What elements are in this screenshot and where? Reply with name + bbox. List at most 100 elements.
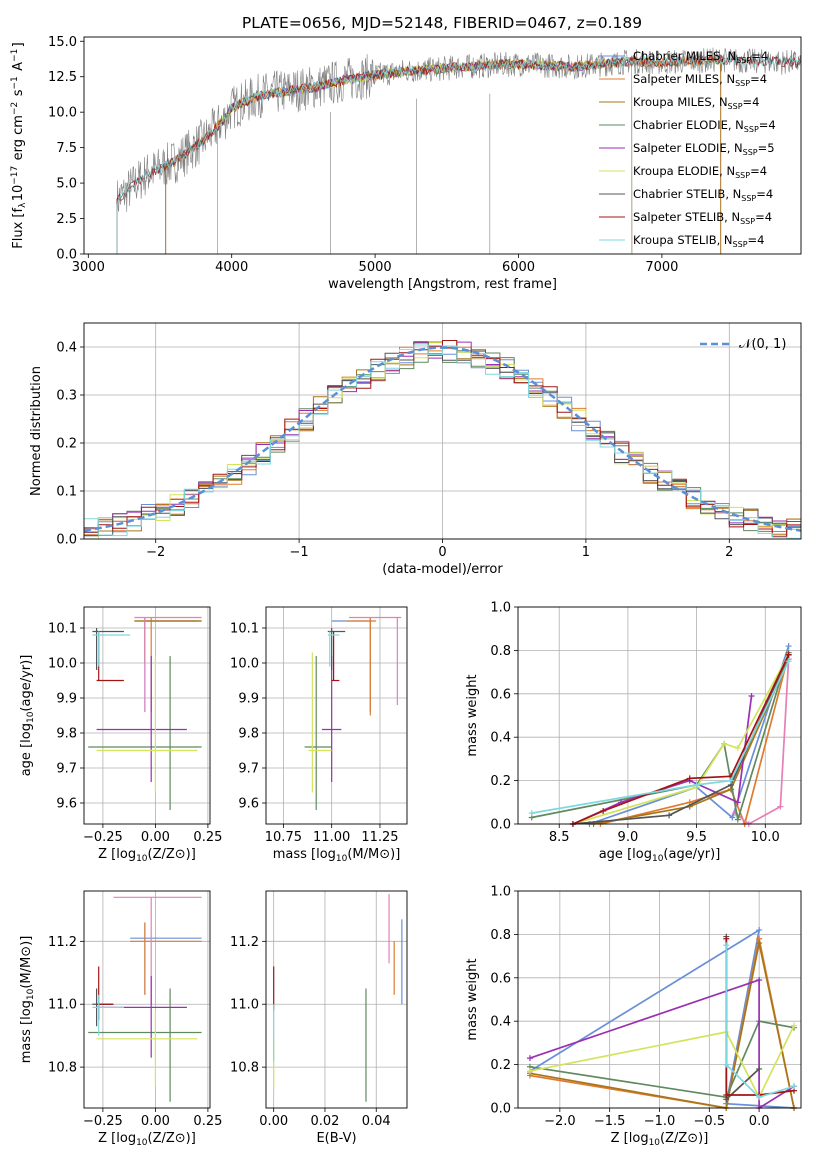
spectrum-ylabel-part: A [11, 62, 26, 75]
spectrum-ytick-label: 5.0 [56, 177, 77, 192]
weight-vs-Z-ytick-label: 0.2 [490, 1058, 511, 1073]
legend-subscript: SSP [736, 56, 751, 65]
weight-vs-age-point-marker [693, 781, 700, 788]
weight-vs-age-panel: 8.5 9.0 9.5 10.0 0.0 0.2 0.4 0.6 0.8 1.0 mass weig… [465, 601, 802, 864]
legend-nssp: =4 [743, 95, 760, 109]
age-vs-mass-ytick-label: 9.8 [238, 727, 259, 742]
age-vs-mass-ytick-label: 9.7 [238, 762, 259, 777]
label-part: mass [log [19, 1000, 34, 1063]
residuals-xtick-label: −1 [290, 545, 309, 560]
age-vs-mass-frame [265, 606, 408, 825]
weight-vs-Z-point-marker [756, 1094, 763, 1101]
age-vs-Z-ylabel: age [log10(age/yr)] [19, 655, 36, 777]
weight-vs-Z-ytick-label: 1.0 [490, 885, 511, 900]
age-vs-mass-xlabel: mass [log10(M/M⊙)] [273, 847, 401, 864]
weight-vs-age-point-marker [528, 810, 535, 817]
legend-subscript: SSP [735, 171, 750, 180]
weight-vs-age-point-marker [666, 812, 673, 819]
spectrum-model-line [116, 54, 801, 254]
age-vs-mass-ytick-label: 10.0 [230, 657, 259, 672]
legend-subscript: SSP [728, 102, 743, 111]
weight-vs-Z-series-line [529, 942, 795, 1109]
spectrum-ylabel-part: λ [18, 202, 28, 208]
weight-vs-age-point-marker [777, 803, 784, 810]
spectrum-ylabel-part: −2 [10, 102, 20, 115]
spectrum-xtick-label: 3000 [72, 260, 105, 275]
legend-label: Chabrier STELIB, NSSP=4 [633, 187, 773, 203]
spectrum-ylabel-part: Flux [f [11, 208, 26, 249]
weight-vs-Z-series-line [529, 978, 795, 1110]
weight-vs-Z-xtick-label: −0.5 [694, 1114, 726, 1129]
spectrum-xlabel: wavelength [Angstrom, rest frame] [328, 277, 557, 292]
age-vs-mass-xtick-label: 11.25 [361, 830, 398, 845]
residual-histogram [84, 350, 801, 536]
age-vs-Z-ytick-label: 9.8 [56, 727, 77, 742]
age-vs-mass-ytick-label: 9.9 [238, 692, 259, 707]
weight-vs-Z-panel: −2.0 −1.5 −1.0 −0.5 0.0 0.0 0.2 0.4 0.6 0.8 1.0 mas… [465, 885, 802, 1148]
weight-vs-age-frame [517, 606, 802, 825]
weight-vs-Z-point-marker [526, 1068, 533, 1075]
legend-nssp: =5 [758, 141, 775, 155]
label-part: (age/yr)] [663, 847, 720, 862]
mass-vs-EBV-panel: 0.00 0.02 0.04 10.8 11.0 11.2 E(B-V) [230, 890, 408, 1146]
weight-vs-Z-xtick-label: 0.0 [749, 1114, 770, 1129]
weight-vs-age-series-line [572, 654, 790, 825]
residuals-xtick-label: 2 [725, 545, 733, 560]
weight-vs-Z-series-line [529, 1020, 795, 1099]
weight-vs-age-point-marker [600, 807, 607, 814]
weight-vs-age-ylabel: mass weight [465, 674, 480, 756]
legend-subscript: SSP [741, 194, 756, 203]
spectrum-frame [83, 36, 802, 255]
age-vs-mass-panel: 10.75 11.00 11.25 9.6 9.7 9.8 9.9 10.0 10.1 mass … [230, 606, 408, 864]
spectrum-ytick-label: 15.0 [48, 35, 77, 50]
age-vs-mass-ytick-label: 9.6 [238, 797, 259, 812]
spectrum-model-line [216, 57, 633, 254]
label-subscript: 10 [652, 854, 664, 864]
weight-vs-Z-point-marker [756, 927, 763, 934]
label-part: age [log [599, 847, 652, 862]
legend-label: Chabrier MILES, NSSP=4 [633, 49, 768, 65]
mass-vs-EBV-ytick-label: 11.2 [230, 935, 259, 950]
age-vs-mass-xtick-label: 10.75 [265, 830, 302, 845]
label-subscript: 10 [26, 711, 36, 723]
residuals-ylabel: Normed distribution [29, 366, 44, 496]
weight-vs-Z-series-line [529, 1025, 795, 1100]
spectrum-legend: Chabrier MILES, NSSP=4 Salpeter MILES, NS… [599, 49, 776, 249]
age-vs-Z-xtick-label: 0.25 [193, 830, 222, 845]
legend-subscript: SSP [733, 240, 748, 249]
mass-vs-EBV-xtick-label: 0.04 [362, 1114, 391, 1129]
spectrum-model-line [216, 56, 633, 254]
legend-subscript: SSP [744, 125, 759, 134]
gaussian-curve [83, 346, 802, 532]
weight-vs-age-point-marker [785, 658, 792, 665]
weight-vs-Z-xtick-label: −1.5 [594, 1114, 626, 1129]
weight-vs-age-series-line [734, 659, 790, 826]
mass-vs-Z-xtick-label: 0.00 [141, 1114, 170, 1129]
weight-vs-age-ytick-label: 0.8 [490, 644, 511, 659]
spectrum-model-line [116, 54, 801, 254]
mass-vs-Z-ytick-label: 11.2 [48, 935, 77, 950]
mass-vs-EBV-ytick-label: 11.0 [230, 998, 259, 1013]
spectrum-xtick-label: 7000 [645, 260, 678, 275]
label-part: (M/M⊙)] [19, 936, 34, 989]
label-part: (M/M⊙)] [347, 847, 400, 862]
age-vs-Z-ytick-label: 10.1 [48, 622, 77, 637]
legend-label: Salpeter STELIB, NSSP=4 [633, 210, 772, 226]
mass-vs-Z-frame [83, 890, 211, 1109]
legend-subscript: SSP [743, 148, 758, 157]
legend-subscript: SSP [735, 79, 750, 88]
spectrum-ytick-label: 12.5 [48, 70, 77, 85]
residuals-ytick-label: 0.1 [56, 485, 77, 500]
legend-label: Kroupa ELODIE, NSSP=4 [633, 164, 767, 180]
label-part: (Z/Z⊙)] [660, 1131, 708, 1146]
weight-vs-Z-point-marker [791, 1083, 798, 1090]
label-subscript: 10 [649, 1138, 661, 1148]
age-vs-Z-panel: −0.25 0.00 0.259.69.79.89.910.010.1Z [log1… [19, 606, 222, 864]
weight-vs-age-point-marker [727, 777, 734, 784]
legend-nssp: =4 [755, 210, 772, 224]
weight-vs-age-ytick-label: 0.4 [490, 731, 511, 746]
spectrum-panel: 3000 4000 5000 6000 7000 0.0 2.5 5.0 7.5 10.0 12.5… [10, 35, 802, 292]
residual-histogram [84, 344, 801, 539]
spectrum-ytick-label: 2.5 [56, 212, 77, 227]
